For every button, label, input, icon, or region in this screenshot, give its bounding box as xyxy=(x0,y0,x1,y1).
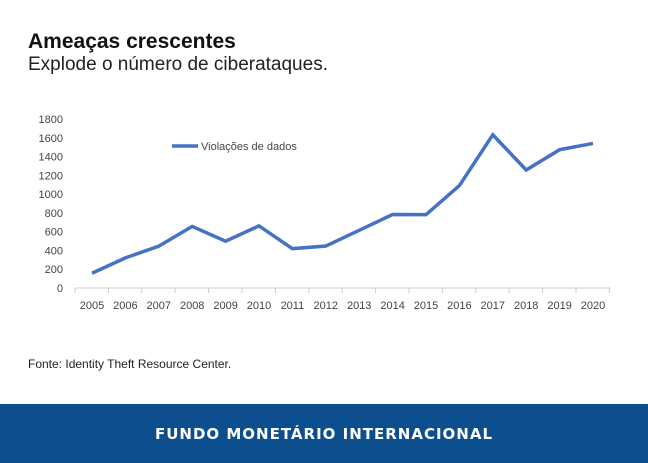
footer-banner: FUNDO MONETÁRIO INTERNACIONAL xyxy=(0,404,648,463)
y-tick-label: 1800 xyxy=(39,114,63,126)
source-note: Fonte: Identity Theft Resource Center. xyxy=(28,357,232,371)
line-chart: 0 200 400 600 800 1000 1200 1400 1600 1800 2005 200… xyxy=(39,114,610,312)
x-tick-label: 2016 xyxy=(447,300,471,312)
y-tick-label: 800 xyxy=(45,208,63,220)
x-tick-label: 2010 xyxy=(247,300,271,312)
x-tick-label: 2019 xyxy=(547,300,571,312)
x-tick-label: 2012 xyxy=(314,300,338,312)
x-tick-label: 2005 xyxy=(80,300,104,312)
x-tick-label: 2009 xyxy=(213,300,237,312)
y-tick-label: 200 xyxy=(45,264,63,276)
x-tick-label: 2017 xyxy=(481,300,505,312)
x-tick-label: 2011 xyxy=(281,300,305,312)
y-tick-label: 1600 xyxy=(39,133,63,145)
x-tick-label: 2020 xyxy=(581,300,605,312)
page-subtitle: Explode o número de ciberataques. xyxy=(28,54,328,75)
y-tick-label: 1000 xyxy=(39,189,63,201)
x-tick-label: 2006 xyxy=(113,300,137,312)
page-title: Ameaças crescentes xyxy=(28,30,236,53)
x-tick-label: 2018 xyxy=(514,300,538,312)
legend-label: Violações de dados xyxy=(201,141,297,153)
y-tick-label: 0 xyxy=(57,283,63,295)
y-tick-label: 1400 xyxy=(39,152,63,164)
y-tick-label: 400 xyxy=(45,245,63,257)
y-tick-label: 600 xyxy=(45,227,63,239)
x-tick-label: 2008 xyxy=(180,300,204,312)
x-tick-label: 2014 xyxy=(380,300,404,312)
y-tick-label: 1200 xyxy=(39,170,63,182)
x-tick-label: 2013 xyxy=(347,300,371,312)
footer-label: FUNDO MONETÁRIO INTERNACIONAL xyxy=(154,424,494,443)
x-tick-label: 2015 xyxy=(414,300,438,312)
series-line xyxy=(91,131,594,275)
x-tick-label: 2007 xyxy=(147,300,171,312)
